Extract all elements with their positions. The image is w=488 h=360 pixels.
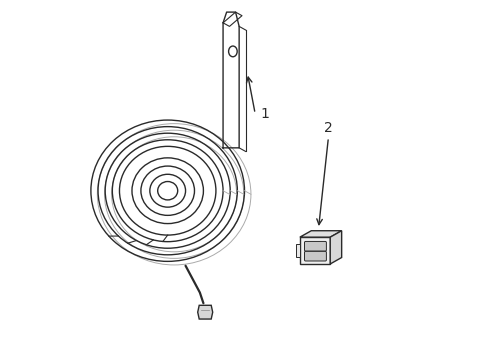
FancyBboxPatch shape [304, 251, 325, 261]
FancyBboxPatch shape [304, 242, 325, 251]
Polygon shape [197, 305, 212, 319]
Text: 2: 2 [324, 121, 332, 135]
Polygon shape [299, 231, 341, 237]
Polygon shape [299, 237, 329, 264]
Polygon shape [295, 244, 299, 257]
Polygon shape [329, 231, 341, 264]
Text: 1: 1 [260, 107, 269, 121]
